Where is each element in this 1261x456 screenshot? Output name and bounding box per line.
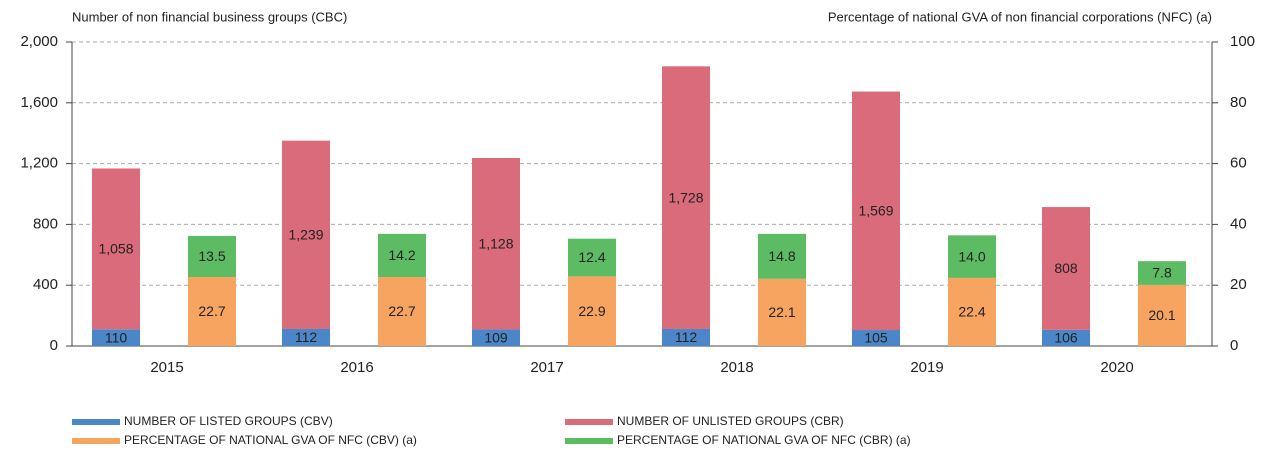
y2-tick-label: 100 [1230,33,1255,50]
legend-label: PERCENTAGE OF NATIONAL GVA OF NFC (CBV) … [124,433,417,447]
data-label: 14.8 [768,248,795,264]
y2-tick-label: 0 [1230,337,1238,354]
bar [852,91,900,331]
data-label: 22.4 [958,304,985,320]
data-label: 22.9 [578,303,605,319]
y-tick-label: 0 [50,337,58,354]
data-label: 112 [295,329,318,345]
x-tick-label: 2019 [910,359,943,376]
data-label: 20.1 [1148,307,1175,323]
data-label: 808 [1054,260,1078,276]
data-label: 14.0 [958,248,985,264]
legend-label: NUMBER OF UNLISTED GROUPS (CBR) [617,414,844,428]
bar [1138,284,1186,346]
data-label: 1,239 [288,227,323,243]
bar [1138,261,1186,285]
data-label: 7.8 [1152,265,1172,281]
data-label: 22.1 [768,304,795,320]
x-tick-label: 2016 [340,359,373,376]
y2-axis-label: Percentage of national GVA of non financ… [828,9,1212,24]
data-label: 1,058 [98,241,133,257]
y2-tick-label: 60 [1230,155,1247,172]
y2-tick-label: 80 [1230,94,1247,111]
data-label: 1,128 [478,235,513,251]
legend-swatch [565,438,613,444]
bar [948,235,996,278]
bar [852,330,900,346]
bar [378,276,426,346]
bar [472,157,520,330]
bar [662,66,710,329]
y-tick-label: 800 [33,215,58,232]
bar [568,276,616,346]
bar [378,233,426,277]
bar [92,329,140,346]
bar [662,328,710,346]
data-label: 12.4 [578,249,605,265]
data-label: 22.7 [198,303,225,319]
data-label: 106 [1054,330,1078,346]
bar [1042,207,1090,330]
bar [758,233,806,279]
bar [948,277,996,346]
legend-label: NUMBER OF LISTED GROUPS (CBV) [124,414,333,428]
bar [188,276,236,346]
y2-tick-label: 20 [1230,276,1247,293]
data-label: 110 [105,329,128,345]
data-label: 1,569 [858,202,893,218]
data-label: 109 [484,329,508,345]
y-tick-label: 400 [33,276,58,293]
legend-swatch [72,419,120,425]
data-label: 14.2 [388,247,415,263]
y2-tick-label: 40 [1230,215,1247,232]
bar [758,278,806,346]
data-label: 1,728 [668,189,703,205]
y-tick-label: 1,200 [20,155,58,172]
y-tick-label: 1,600 [20,94,58,111]
x-tick-label: 2017 [530,359,563,376]
x-tick-label: 2020 [1100,359,1133,376]
bar [1042,329,1090,346]
legend-swatch [565,419,613,425]
y-axis-label: Number of non financial business groups … [72,9,347,24]
data-label: 13.5 [198,248,225,264]
data-label: 105 [864,330,888,346]
bar [282,328,330,346]
x-tick-label: 2015 [150,359,183,376]
x-tick-label: 2018 [720,359,753,376]
bar [188,235,236,277]
data-label: 22.7 [388,303,415,319]
bar [92,168,140,330]
y-tick-label: 2,000 [20,33,58,50]
legend-swatch [72,438,120,444]
data-label: 112 [675,329,698,345]
bar [568,238,616,277]
bar [282,140,330,329]
legend-label: PERCENTAGE OF NATIONAL GVA OF NFC (CBR) … [617,433,911,447]
bar [472,329,520,346]
